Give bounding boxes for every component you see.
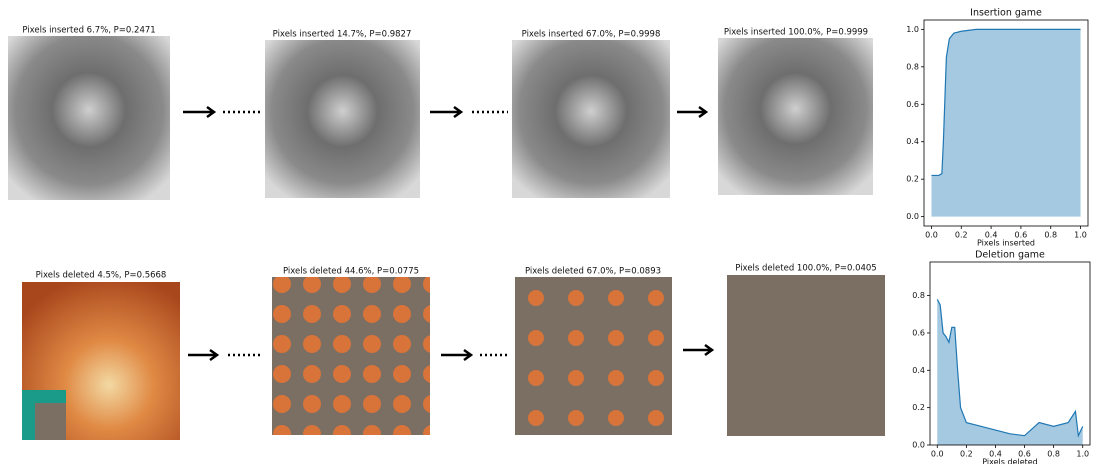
caption: Pixels deleted 67.0%, P=0.0893 [525,267,661,277]
x-tick-label: 1.0 [1074,231,1087,240]
x-tick-label: 0.8 [1044,231,1057,240]
x-tick-label: 0.0 [925,231,938,240]
caption: Pixels inserted 6.7%, P=0.2471 [22,26,155,36]
xray-image [512,40,670,198]
y-tick-label: 0.0 [912,441,925,450]
x-tick-label: 0.2 [955,231,968,240]
y-tick-label: 0.4 [906,137,919,146]
xray-image [8,36,170,200]
caption: Pixels inserted 67.0%, P=0.9998 [522,30,661,40]
colon-image [515,277,672,435]
y-tick-label: 0.8 [912,291,925,300]
area [931,29,1080,216]
y-tick-label: 0.6 [906,100,919,109]
caption: Pixels inserted 14.7%, P=0.9827 [273,30,412,40]
colon-image [727,275,885,436]
y-tick-label: 0.8 [906,62,919,71]
x-tick-label: 0.8 [1047,450,1060,459]
mask-patch [35,403,66,440]
x-tick-label: 0.0 [931,450,944,459]
chart-title: Deletion game [975,250,1045,261]
y-tick-label: 1.0 [906,25,919,34]
x-axis-label: Pixels deleted [982,458,1038,464]
y-tick-label: 0.2 [906,175,919,184]
x-axis-label: Pixels inserted [977,239,1035,248]
caption: Pixels deleted 44.6%, P=0.0775 [283,267,419,277]
y-tick-label: 0.4 [912,366,925,375]
x-tick-label: 1.0 [1076,450,1089,459]
x-tick-label: 0.2 [960,450,973,459]
caption: Pixels deleted 4.5%, P=0.5668 [36,271,167,281]
caption: Pixels inserted 100.0%, P=0.9999 [724,28,868,38]
colon-image [272,277,430,435]
chart-title: Insertion game [970,8,1042,19]
y-tick-label: 0.0 [906,212,919,221]
xray-image [265,40,420,198]
y-tick-label: 0.2 [912,403,925,412]
caption: Pixels deleted 100.0%, P=0.0405 [735,264,876,274]
y-tick-label: 0.6 [912,328,925,337]
xray-image [718,38,873,195]
figure: Pixels inserted 6.7%, P=0.2471 Pixels in… [0,0,1094,464]
